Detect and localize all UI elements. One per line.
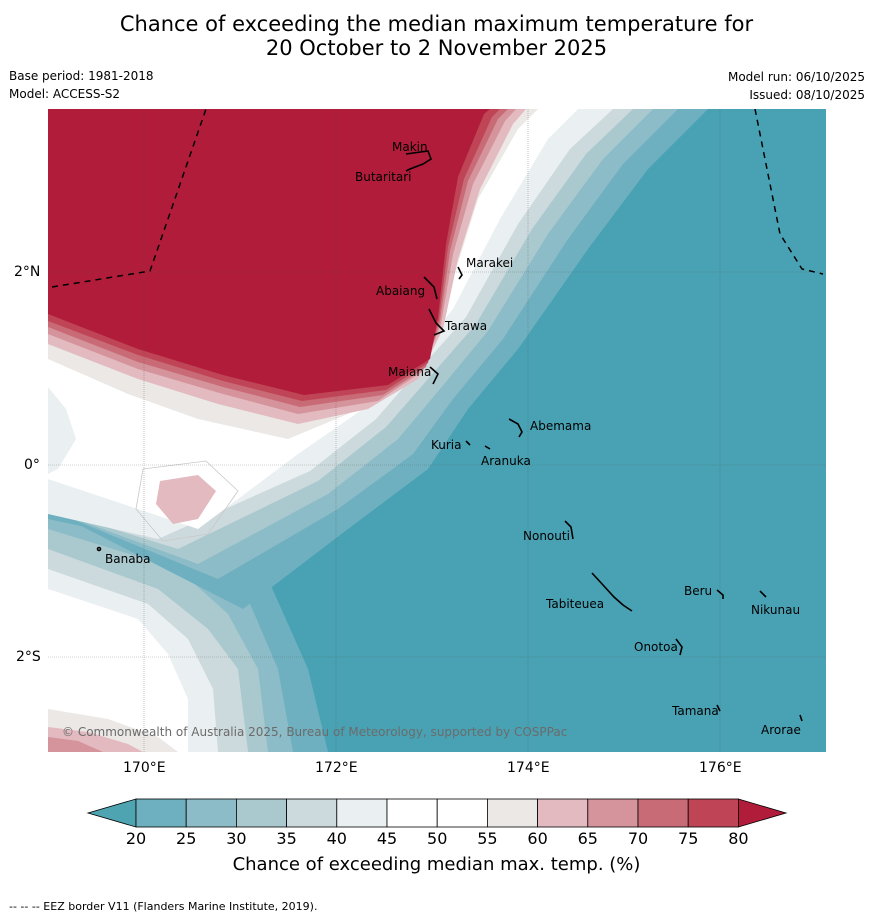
model-run: Model run: 06/10/2025 [727, 70, 865, 84]
colorbar-bin [286, 798, 338, 828]
place-label: Kuria [431, 438, 462, 452]
place-label: Banaba [105, 552, 151, 566]
chart-title: Chance of exceeding the median maximum t… [0, 12, 873, 60]
colorbar-bin [537, 798, 589, 828]
model-name: Model: ACCESS-S2 [9, 87, 121, 101]
colorbar-tick-label: 25 [176, 829, 196, 848]
place-label: Tabiteuea [545, 597, 604, 611]
lat-label-2n: 2°N [14, 264, 41, 280]
region-45-55-west [48, 589, 188, 752]
place-label: Aranuka [481, 454, 531, 468]
base-period: Base period: 1981-2018 [9, 69, 154, 83]
lon-label-172e: 172°E [315, 760, 358, 776]
place-labels: Makin Butaritari Marakei Abaiang Tarawa … [105, 140, 801, 737]
place-label: Marakei [466, 256, 513, 270]
colorbar-tick-label: 75 [678, 829, 698, 848]
colorbar-tick-label: 65 [578, 829, 598, 848]
colorbar-tick-label: 45 [377, 829, 397, 848]
place-label: Arorae [761, 723, 801, 737]
place-label: Butaritari [355, 170, 412, 184]
place-label: Abaiang [376, 284, 425, 298]
colorbar-above-80 [738, 798, 788, 828]
place-label: Abemama [530, 419, 591, 433]
eez-legend-note: -- -- -- EEZ border V11 (Flanders Marine… [9, 900, 318, 913]
colorbar-tick-label: 20 [126, 829, 146, 848]
colorbar-tick-label: 30 [226, 829, 246, 848]
lat-label-2s: 2°S [16, 649, 41, 665]
colorbar-tick-label: 40 [327, 829, 347, 848]
colorbar-bin [235, 798, 287, 828]
place-label: Maiana [388, 365, 431, 379]
title-line-1: Chance of exceeding the median maximum t… [119, 12, 754, 36]
colorbar-tick-label: 50 [427, 829, 447, 848]
colorbar-tick-label: 35 [276, 829, 296, 848]
region-55-60-ring [135, 460, 239, 542]
region-65-70-southwest [48, 737, 103, 752]
colorbar-bin [687, 798, 739, 828]
lon-label-176e: 176°E [699, 760, 742, 776]
issued-date: Issued: 08/10/2025 [749, 88, 865, 102]
islands [96, 150, 803, 722]
gridlines [48, 109, 826, 752]
region-40-45-blob [48, 387, 76, 474]
colorbar: 20 25 30 35 40 45 50 55 60 65 70 75 80 [86, 798, 788, 848]
colorbar-tick-label: 55 [477, 829, 497, 848]
place-label: Makin [392, 140, 428, 154]
colorbar-bin [386, 798, 438, 828]
colorbar-bin [135, 798, 187, 828]
lat-label-0: 0° [24, 457, 40, 473]
colorbar-tick-label: 60 [527, 829, 547, 848]
region-60-65-blob [156, 475, 216, 524]
forecast-map: Makin Butaritari Marakei Abaiang Tarawa … [48, 109, 826, 752]
colorbar-bin [637, 798, 689, 828]
place-label: Onotoa [634, 640, 678, 654]
colorbar-bin [336, 798, 388, 828]
title-line-2: 20 October to 2 November 2025 [265, 36, 608, 60]
colorbar-bin [587, 798, 639, 828]
lon-label-174e: 174°E [507, 760, 550, 776]
colorbar-title: Chance of exceeding median max. temp. (%… [232, 854, 641, 875]
place-label: Tarawa [444, 319, 487, 333]
colorbar-bin [486, 798, 538, 828]
place-label: Nikunau [751, 603, 800, 617]
colorbar-bin [436, 798, 488, 828]
colorbar-tick-label: 80 [728, 829, 748, 848]
place-label: Tamana [671, 704, 719, 718]
eez-borders [51, 109, 824, 288]
copyright-notice: © Commonwealth of Australia 2025, Bureau… [62, 725, 567, 739]
region-above-80 [48, 109, 490, 395]
colorbar-tick-label: 70 [628, 829, 648, 848]
colorbar-below-20 [86, 798, 137, 828]
colorbar-bin [185, 798, 237, 828]
lon-label-170e: 170°E [123, 760, 166, 776]
place-label: Beru [684, 584, 712, 598]
place-label: Nonouti [523, 529, 570, 543]
